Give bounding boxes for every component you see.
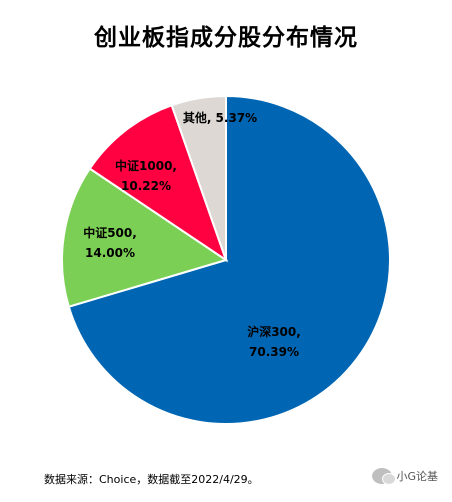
watermark: 小G论基 bbox=[372, 468, 438, 485]
chart-title: 创业板指成分股分布情况 bbox=[94, 25, 358, 51]
slice-label: 其他, 5.37% bbox=[183, 110, 257, 125]
slice-label: 中证500, bbox=[83, 225, 137, 240]
slice-value-label: 14.00% bbox=[85, 246, 135, 260]
data-source-note: 数据来源：Choice，数据截至2022/4/29。 bbox=[44, 473, 259, 486]
pie-slice bbox=[67, 94, 391, 425]
watermark-text: 小G论基 bbox=[396, 470, 438, 483]
wechat-icon bbox=[372, 468, 397, 485]
pie-slice bbox=[88, 103, 228, 263]
slice-value-label: 10.22% bbox=[121, 179, 171, 193]
slice-label: 沪深300, bbox=[247, 324, 301, 339]
slice-label: 中证1000, bbox=[115, 158, 177, 173]
slice-value-label: 70.39% bbox=[249, 345, 299, 359]
pie-slice bbox=[170, 94, 227, 261]
pie-slice bbox=[61, 167, 229, 308]
